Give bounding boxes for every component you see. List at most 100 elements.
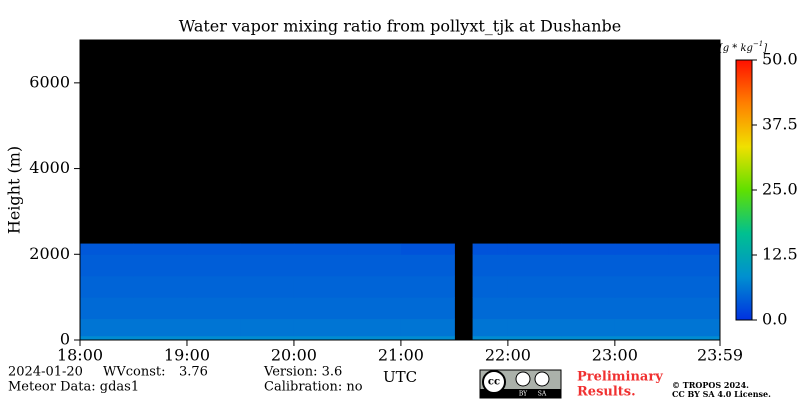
heatmap-cell bbox=[507, 243, 562, 255]
heatmap-cell bbox=[240, 318, 295, 337]
heatmap-cell bbox=[186, 297, 241, 320]
heatmap-cell bbox=[507, 275, 562, 298]
heatmap-cell bbox=[400, 335, 455, 341]
heatmap-cell bbox=[293, 243, 348, 255]
colorbar-tick-label: 12.5 bbox=[762, 245, 798, 264]
heatmap-cell bbox=[668, 318, 721, 337]
calibration: Calibration: no bbox=[264, 380, 363, 395]
heatmap-cell bbox=[400, 297, 455, 320]
heatmap-cell bbox=[668, 254, 721, 277]
y-tick-label: 2000 bbox=[29, 244, 70, 263]
colorbar-tick-label: 0.0 bbox=[762, 310, 787, 329]
heatmap-cell bbox=[400, 275, 455, 298]
heatmap-cell bbox=[293, 297, 348, 320]
y-tick-label: 4000 bbox=[29, 158, 70, 177]
preliminary: Results. bbox=[577, 385, 636, 400]
heatmap-cell bbox=[133, 275, 188, 298]
heatmap-cell bbox=[472, 275, 509, 298]
heatmap-cell bbox=[561, 275, 616, 298]
heatmap-cell bbox=[240, 297, 295, 320]
heatmap-cell bbox=[347, 318, 402, 337]
preliminary: Preliminary bbox=[577, 370, 663, 385]
colorbar-tick-label: 37.5 bbox=[762, 115, 798, 134]
copyright: © TROPOS 2024. bbox=[672, 380, 749, 390]
date: 2024-01-20 bbox=[8, 365, 83, 380]
wvconst: 3.76 bbox=[179, 365, 208, 380]
heatmap-cell bbox=[347, 243, 402, 255]
unit-part: ] bbox=[762, 43, 767, 54]
license-badge: cc BY SA bbox=[479, 369, 562, 399]
unit-part: [g * kg bbox=[719, 43, 753, 54]
wvconst-label: WVconst: bbox=[103, 365, 166, 380]
heatmap-cell bbox=[347, 254, 402, 277]
colorbar-unit: [g * kg−1] bbox=[719, 40, 767, 54]
heatmap-cell bbox=[293, 254, 348, 277]
heatmap-cell bbox=[614, 318, 669, 337]
heatmap-cell bbox=[668, 335, 721, 341]
x-tick-label: 22:00 bbox=[485, 346, 531, 365]
heatmap-cell bbox=[186, 275, 241, 298]
heatmap-cell bbox=[614, 275, 669, 298]
heatmap-cell bbox=[80, 297, 134, 320]
plot-frame bbox=[79, 39, 721, 341]
heatmap-cell bbox=[347, 335, 402, 341]
x-tick-label: 18:00 bbox=[57, 346, 103, 365]
x-tick-label: 21:00 bbox=[378, 346, 424, 365]
badge-by: BY bbox=[519, 391, 528, 398]
y-tick-label: 0 bbox=[60, 330, 70, 349]
colorbar-tick-label: 25.0 bbox=[762, 180, 798, 199]
heatmap-cell bbox=[293, 275, 348, 298]
heatmap-cell bbox=[133, 297, 188, 320]
heatmap-cell bbox=[80, 275, 134, 298]
heatmap-cell bbox=[400, 318, 455, 337]
heatmap-cell bbox=[80, 318, 134, 337]
heatmap-cell bbox=[507, 297, 562, 320]
heatmap-cell bbox=[133, 318, 188, 337]
heatmap-cell bbox=[133, 335, 188, 341]
x-tick-label: 19:00 bbox=[164, 346, 210, 365]
heatmap-cell bbox=[80, 254, 134, 277]
heatmap-cell bbox=[614, 254, 669, 277]
heatmap-cell bbox=[293, 318, 348, 337]
heatmap-cell bbox=[240, 243, 295, 255]
heatmap-cell bbox=[347, 297, 402, 320]
heatmap-cell bbox=[400, 243, 455, 255]
chart-title: Water vapor mixing ratio from pollyxt_tj… bbox=[179, 17, 621, 36]
x-tick-label: 23:59 bbox=[697, 346, 743, 365]
heatmap-cell bbox=[240, 335, 295, 341]
heatmap-cell bbox=[507, 254, 562, 277]
heatmap-cell bbox=[561, 243, 616, 255]
colorbar-tick-label: 50.0 bbox=[762, 50, 798, 69]
x-tick-label: 23:00 bbox=[592, 346, 638, 365]
heatmap-cell bbox=[472, 243, 509, 255]
heatmap-cell bbox=[472, 318, 509, 337]
y-tick-label: 6000 bbox=[29, 72, 70, 91]
x-tick-label: 20:00 bbox=[271, 346, 317, 365]
heatmap-cell bbox=[561, 297, 616, 320]
heatmap-cell bbox=[668, 297, 721, 320]
heatmap-cell bbox=[614, 335, 669, 341]
copyright: CC BY SA 4.0 License. bbox=[672, 389, 771, 399]
colorbar bbox=[735, 59, 753, 321]
heatmap-cell bbox=[561, 254, 616, 277]
heatmap-cell bbox=[240, 275, 295, 298]
heatmap-cell bbox=[507, 318, 562, 337]
heatmap-cell bbox=[240, 254, 295, 277]
y-axis-label: Height (m) bbox=[5, 146, 24, 234]
heatmap-cell bbox=[80, 243, 134, 255]
heatmap-cell bbox=[561, 318, 616, 337]
badge-cc: cc bbox=[488, 377, 500, 388]
heatmap-cell bbox=[133, 254, 188, 277]
heatmap-cell bbox=[668, 275, 721, 298]
heatmap-cell bbox=[347, 275, 402, 298]
heatmap-cell bbox=[186, 243, 241, 255]
heatmap-cell bbox=[614, 243, 669, 255]
heatmap-cell bbox=[133, 243, 188, 255]
heatmap-cell bbox=[186, 335, 241, 341]
heatmap-cell bbox=[561, 335, 616, 341]
heatmap-cell bbox=[293, 335, 348, 341]
version: Version: 3.6 bbox=[263, 365, 342, 380]
unit-sup: −1 bbox=[753, 40, 763, 48]
heatmap-cell bbox=[80, 335, 134, 341]
